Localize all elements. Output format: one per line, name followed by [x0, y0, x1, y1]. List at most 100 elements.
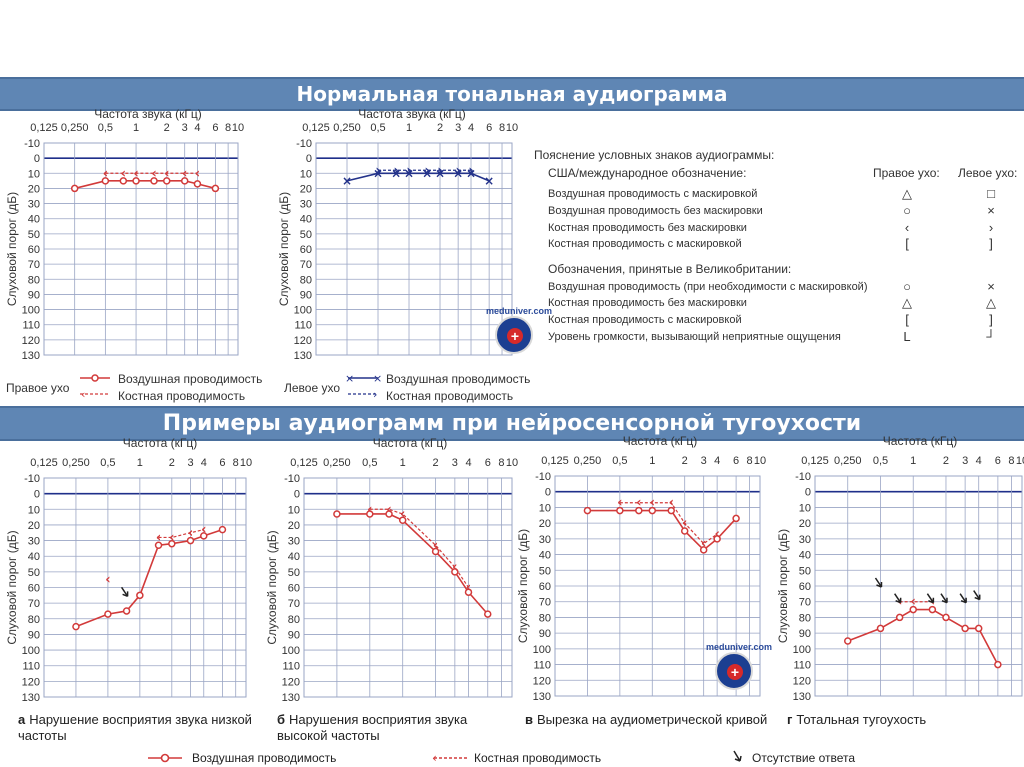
no-response-arrow — [120, 586, 129, 598]
y-tick-label: 50 — [288, 567, 300, 579]
air-conduction-line — [847, 608, 999, 665]
legend-bone-right: Костная проводимость — [118, 389, 246, 403]
caption-b: б Нарушения восприятия звука высокой част… — [277, 712, 507, 744]
y-tick-label: 60 — [28, 244, 40, 256]
key-symbol-right: ○ — [903, 279, 911, 294]
x-tick-label: 4 — [465, 457, 471, 469]
bone-conduction-point: ‹ — [151, 166, 156, 181]
bone-conduction-point: ‹ — [133, 166, 138, 181]
y-tick-label: 80 — [28, 274, 40, 286]
x-tick-label: 0,250 — [574, 455, 602, 467]
caption-text: Нарушение восприятия звука низкой частот… — [18, 712, 252, 743]
air-conduction-point — [942, 613, 950, 622]
caption-letter: в — [525, 712, 533, 727]
bone-conduction-point: ‹ — [617, 496, 622, 511]
key-symbol-right: [ — [905, 236, 909, 251]
x-tick-label: 8 — [498, 457, 504, 469]
y-tick-label: 30 — [288, 536, 300, 548]
x-tick-label: 0,5 — [100, 457, 115, 469]
y-tick-label: 100 — [533, 644, 551, 656]
air-conduction-point — [928, 605, 937, 614]
bone-conduction-point: ‹ — [433, 538, 438, 553]
y-tick-label: 90 — [300, 289, 312, 301]
no-response-arrow — [940, 593, 948, 604]
bone-conduction-point: ‹ — [201, 523, 206, 538]
caption-d: г Тотальная тугоухость — [787, 712, 1017, 728]
medical-cross-icon: + — [715, 652, 753, 690]
air-conduction-point — [484, 610, 492, 618]
key-uk-row: Уровень громкости, вызывающий неприятные… — [548, 331, 841, 343]
air-conduction-point — [464, 588, 473, 596]
x-tick-label: 0,250 — [834, 455, 862, 467]
x-tick-label: 10 — [232, 122, 244, 134]
air-conduction-point — [211, 184, 220, 193]
key-uk-row: Воздушная проводимость (при необходимост… — [548, 281, 868, 293]
y-tick-label: 120 — [22, 335, 40, 347]
legend-air-blue-marker: × × › — [345, 372, 382, 400]
air-conduction-point: × — [484, 174, 494, 188]
air-conduction-point — [994, 660, 1002, 669]
legend-air-red-marker: ‹ — [80, 374, 110, 400]
x-tick-label: 0,125 — [541, 455, 569, 467]
key-symbol-left: □ — [987, 186, 995, 201]
bone-conduction-point: ‹ — [701, 537, 706, 552]
x-tick-label: 10 — [754, 455, 766, 467]
x-tick-label: 2 — [682, 455, 688, 467]
air-conduction-point: × — [373, 166, 383, 180]
y-tick-label: 20 — [300, 183, 312, 195]
y-tick-label: 110 — [533, 660, 551, 672]
y-tick-label: -10 — [296, 138, 312, 150]
x-tick-label: 3 — [962, 455, 968, 467]
air-conduction-point — [193, 180, 202, 188]
svg-text:×: × — [345, 372, 354, 385]
no-response-arrow — [926, 593, 935, 604]
bone-conduction-point: ‹ — [650, 496, 655, 511]
x-tick-label: 0,5 — [362, 457, 377, 469]
key-symbol-left: △ — [986, 295, 996, 310]
x-tick-label: 0,125 — [30, 457, 58, 469]
plot-frame — [303, 477, 513, 698]
y-tick-label: -10 — [24, 473, 40, 485]
x-tick-label: 0,250 — [61, 122, 89, 134]
svg-text:‹: ‹ — [432, 751, 437, 765]
y-tick-label: 20 — [539, 518, 551, 530]
x-tick-label: 3 — [182, 122, 188, 134]
y-tick-label: 120 — [282, 676, 300, 688]
key-uk-row: Костная проводимость без маскировки — [548, 297, 747, 309]
key-symbol-left: ] — [989, 236, 993, 251]
y-tick-label: 30 — [799, 534, 811, 546]
logo-site-text: meduniver.com — [706, 642, 773, 652]
y-axis-title: Слуховой порог (дБ) — [516, 529, 530, 643]
caption-letter: г — [787, 712, 793, 727]
plot-frame — [43, 142, 239, 356]
legend-bone-left: Костная проводимость — [386, 389, 514, 403]
bone-conduction-point: ‹ — [636, 496, 641, 511]
caption-text: Тотальная тугоухость — [796, 712, 927, 727]
air-conduction-line — [74, 180, 216, 190]
no-response-arrow — [894, 593, 902, 604]
bone-conduction-point: ‹ — [105, 573, 110, 588]
y-tick-label: 130 — [793, 691, 811, 703]
bone-conduction-line — [619, 502, 718, 545]
y-tick-label: 80 — [799, 612, 811, 624]
air-conduction-point — [132, 177, 140, 185]
air-conduction-point — [333, 510, 341, 518]
y-tick-label: 80 — [300, 274, 312, 286]
air-conduction-point — [667, 506, 675, 515]
air-conduction-point — [180, 177, 189, 185]
air-conduction-point — [119, 177, 128, 185]
air-conduction-point — [385, 510, 393, 518]
y-tick-label: 70 — [539, 597, 551, 609]
air-conduction-point: × — [342, 174, 352, 188]
x-tick-label: 0,125 — [290, 457, 318, 469]
bone-conduction-point: ‹ — [466, 581, 471, 596]
bone-conduction-point: ‹ — [103, 166, 108, 181]
air-conduction-point — [162, 177, 171, 185]
bone-conduction-point: › — [375, 163, 380, 178]
x-tick-label: 2 — [169, 457, 175, 469]
key-symbol-left: ] — [989, 312, 993, 327]
air-conduction-point — [974, 624, 983, 633]
meduniver-logo: meduniver.com + — [486, 306, 552, 354]
legend-left-ear-label: Левое ухо — [284, 381, 341, 395]
y-tick-label: 60 — [799, 581, 811, 593]
